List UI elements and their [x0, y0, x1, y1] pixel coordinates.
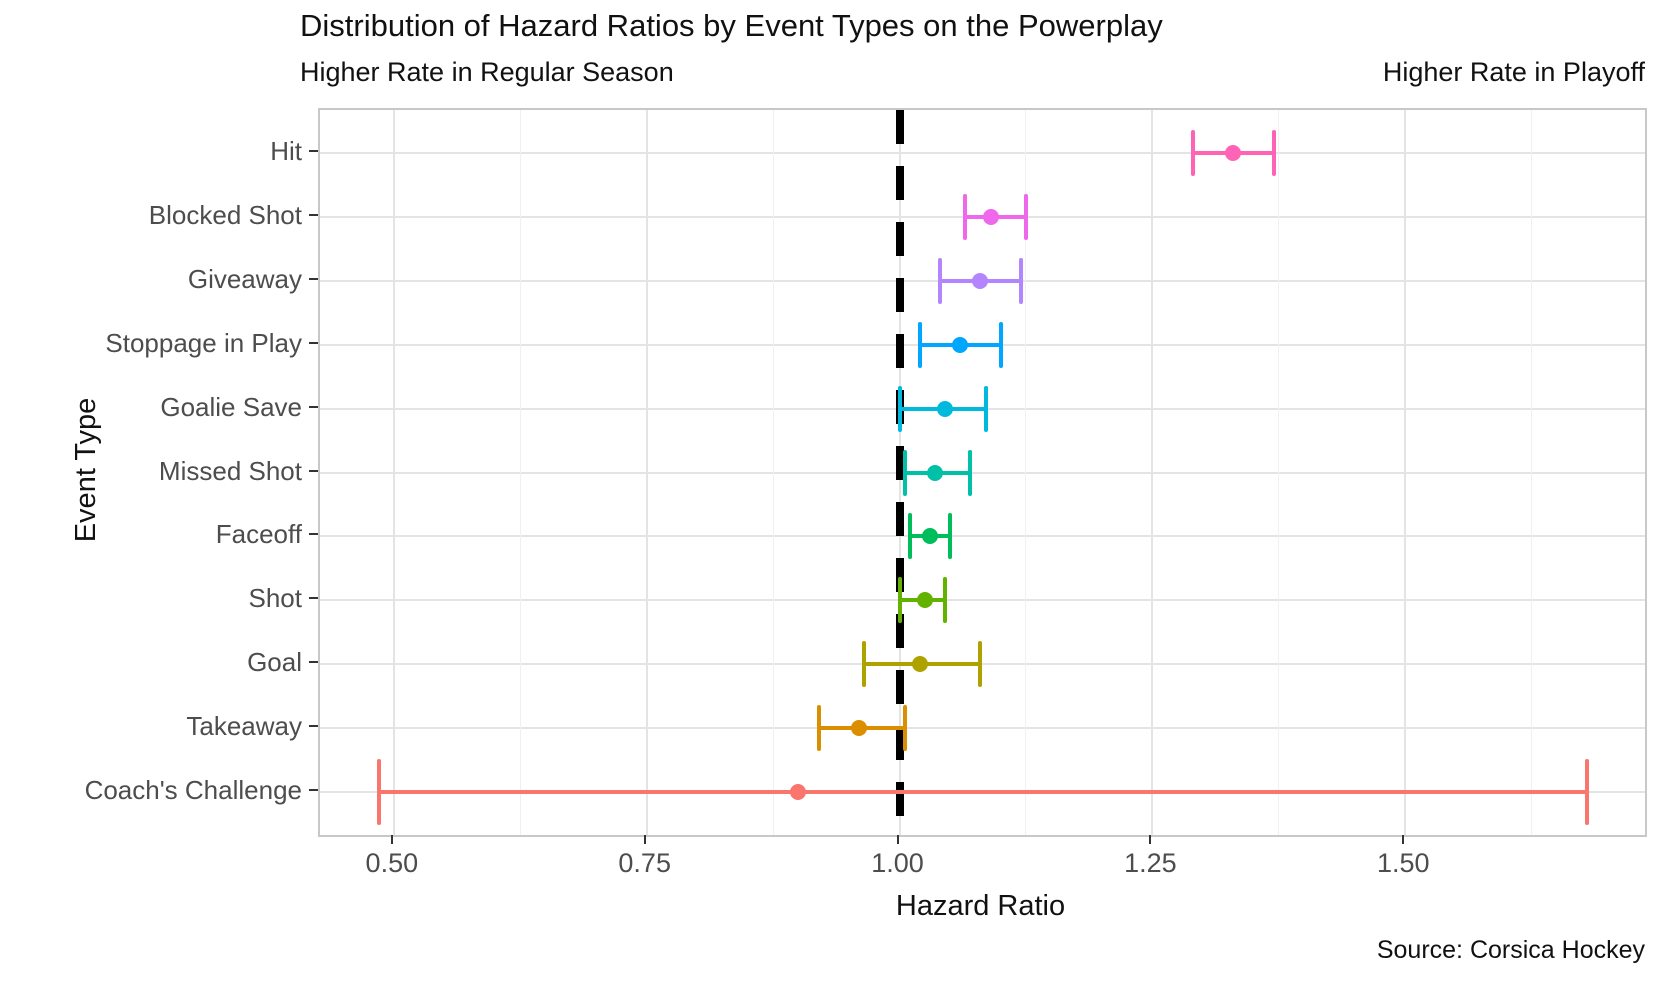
- error-bar-cap-low-takeaway: [816, 705, 821, 752]
- error-bar-cap-high-missed-shot: [968, 449, 973, 496]
- error-bar-cap-high-coach-s-challenge: [1585, 759, 1590, 825]
- error-bar-cap-high-hit: [1271, 130, 1276, 176]
- gridline-x-major: [392, 110, 395, 835]
- error-bar-cap-low-faceoff: [907, 513, 912, 560]
- gridline-x-minor: [772, 110, 774, 835]
- gridline-x-minor: [1531, 110, 1533, 835]
- data-point-hit: [1225, 145, 1242, 161]
- y-axis-labels: Hit Blocked Shot Giveaway Stoppage in Play G…: [0, 108, 302, 833]
- error-bar-cap-low-goal: [862, 641, 867, 688]
- y-tick-mark: [309, 597, 318, 600]
- data-point-goalie-save: [937, 400, 954, 417]
- gridline-y-takeaway: [320, 727, 1645, 730]
- category-label-shot: Shot: [248, 583, 303, 614]
- gridline-x-minor: [1278, 110, 1280, 835]
- category-label-stoppage-in-play: Stoppage in Play: [105, 327, 302, 358]
- gridline-x-major: [645, 110, 648, 835]
- gridline-y-missed-shot: [320, 471, 1645, 474]
- error-bar-cap-low-coach-s-challenge: [376, 759, 381, 825]
- y-tick-mark: [309, 405, 318, 408]
- error-bar-cap-low-blocked-shot: [963, 193, 968, 240]
- error-bar-cap-high-goalie-save: [983, 385, 988, 432]
- gridline-x-minor: [519, 110, 521, 835]
- category-label-takeaway: Takeaway: [186, 711, 302, 742]
- subtitle-left: Higher Rate in Regular Season: [300, 57, 674, 87]
- data-point-stoppage-in-play: [952, 336, 969, 353]
- subtitle-row: Higher Rate in Regular Season Higher Rat…: [300, 57, 1645, 88]
- x-tick-label-0.50: 0.50: [365, 848, 419, 878]
- x-tick-label-1.50: 1.50: [1377, 848, 1430, 878]
- reference-line: [895, 110, 904, 835]
- y-tick-mark: [309, 213, 318, 216]
- x-tick-mark: [643, 835, 646, 844]
- error-bar-coach-s-challenge: [378, 790, 1588, 794]
- data-point-takeaway: [851, 720, 868, 737]
- x-tick-label-1.00: 1.00: [871, 848, 924, 878]
- y-tick-mark: [309, 469, 318, 472]
- error-bar-cap-low-goalie-save: [897, 385, 902, 432]
- x-tick-mark: [1402, 835, 1405, 844]
- error-bar-cap-low-missed-shot: [902, 449, 907, 496]
- x-tick-mark: [390, 835, 393, 844]
- error-bar-cap-low-shot: [897, 577, 902, 624]
- y-tick-mark: [309, 341, 318, 344]
- data-point-faceoff: [921, 528, 938, 545]
- y-tick-mark: [309, 789, 318, 791]
- x-tick-mark: [896, 835, 899, 844]
- gridline-x-major: [1404, 110, 1407, 835]
- data-point-missed-shot: [926, 464, 943, 481]
- x-tick-label-0.75: 0.75: [618, 848, 671, 878]
- error-bar-cap-high-stoppage-in-play: [998, 321, 1003, 368]
- data-point-shot: [916, 592, 933, 609]
- category-label-hit: Hit: [270, 136, 302, 166]
- gridline-y-shot: [320, 599, 1645, 602]
- y-tick-mark: [309, 661, 318, 664]
- y-tick-mark: [309, 277, 318, 280]
- source-caption: Source: Corsica Hockey: [1376, 936, 1645, 964]
- x-axis-title: Hazard Ratio: [895, 890, 1066, 922]
- data-point-giveaway: [972, 272, 989, 289]
- y-tick-mark: [309, 725, 318, 728]
- gridline-x-major: [1151, 110, 1154, 835]
- gridline-x-minor: [1025, 110, 1027, 835]
- error-bar-cap-high-blocked-shot: [1023, 193, 1028, 240]
- error-bar-cap-high-giveaway: [1018, 257, 1023, 304]
- subtitle-right: Higher Rate in Playoff: [1382, 57, 1645, 87]
- category-label-blocked-shot: Blocked Shot: [148, 199, 302, 230]
- error-bar-cap-high-shot: [943, 577, 948, 624]
- error-bar-cap-low-giveaway: [938, 257, 943, 304]
- category-label-goal: Goal: [247, 647, 302, 678]
- x-tick-mark: [1149, 835, 1152, 844]
- y-tick-mark: [309, 150, 318, 152]
- category-label-giveaway: Giveaway: [187, 263, 302, 294]
- category-label-faceoff: Faceoff: [215, 519, 302, 550]
- y-tick-mark: [309, 533, 318, 536]
- error-bar-cap-high-takeaway: [902, 705, 907, 752]
- category-label-missed-shot: Missed Shot: [158, 455, 302, 486]
- plot-panel: [318, 108, 1647, 837]
- data-point-coach-s-challenge: [790, 784, 807, 800]
- error-bar-cap-high-goal: [978, 641, 983, 688]
- error-bar-cap-low-stoppage-in-play: [917, 321, 922, 368]
- category-label-goalie-save: Goalie Save: [160, 391, 302, 422]
- category-label-coach-s-challenge: Coach's Challenge: [84, 775, 302, 805]
- x-tick-label-1.25: 1.25: [1124, 848, 1177, 878]
- data-point-goal: [911, 656, 928, 673]
- gridline-y-hit: [320, 152, 1645, 154]
- gridline-y-goal: [320, 663, 1645, 666]
- gridline-y-faceoff: [320, 535, 1645, 538]
- x-axis-labels: 0.50 0.75 1.00 1.25 1.50: [318, 848, 1643, 882]
- data-point-blocked-shot: [982, 208, 999, 225]
- chart-title: Distribution of Hazard Ratios by Event T…: [300, 8, 1163, 43]
- error-bar-cap-low-hit: [1190, 130, 1195, 176]
- error-bar-cap-high-faceoff: [948, 513, 953, 560]
